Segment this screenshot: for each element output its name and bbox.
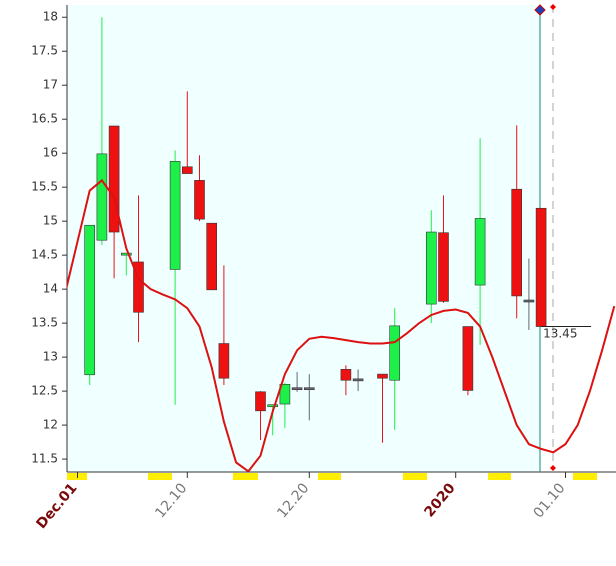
- candle-body: [84, 224, 95, 376]
- candle-body: [511, 188, 523, 297]
- candle-body: [96, 153, 108, 241]
- ma-line: [67, 178, 616, 472]
- y-tick-label: 17.5: [31, 44, 58, 58]
- y-tick-label: 13.5: [31, 316, 58, 330]
- candle-body: [218, 343, 230, 379]
- x-tick-label: 2020: [421, 480, 458, 520]
- candle-body: [108, 125, 120, 233]
- candle-body: [425, 231, 437, 305]
- candle-body: [182, 166, 193, 174]
- marker: [534, 4, 546, 16]
- candle-body: [438, 232, 449, 302]
- candle-body: [340, 369, 352, 381]
- y-tick-label: 17: [43, 78, 58, 92]
- y-tick-label: 11.5: [31, 452, 58, 466]
- x-tick-label: 01.10: [531, 480, 569, 521]
- y-tick-label: 14.5: [31, 248, 58, 262]
- y-tick-label: 15.5: [31, 180, 58, 194]
- candle-body: [133, 261, 144, 313]
- candle-body: [389, 325, 401, 381]
- x-tick-label: 12.20: [274, 480, 312, 521]
- y-tick-label: 18: [43, 10, 58, 24]
- candle-body: [474, 218, 486, 286]
- candle-body: [291, 387, 303, 391]
- candle-body: [523, 299, 535, 303]
- y-tick-label: 16: [43, 146, 58, 160]
- candle-body: [267, 404, 279, 408]
- y-tick-label: 14: [43, 282, 58, 296]
- plot-background: [67, 5, 540, 472]
- y-tick-label: 12: [43, 418, 58, 432]
- x-tick-label: Dec.01: [33, 480, 80, 532]
- candle-body: [121, 252, 132, 256]
- candle-body: [303, 387, 315, 391]
- weekend-markers: [67, 473, 597, 480]
- candle-body: [206, 222, 217, 291]
- y-tick-label: 15: [43, 214, 58, 228]
- x-tick-label: 12.10: [152, 480, 190, 521]
- candle-body: [169, 161, 181, 270]
- candle-body: [194, 180, 205, 220]
- y-tick-label: 16.5: [31, 112, 58, 126]
- annotation-label: 13.45: [543, 327, 577, 341]
- candle-body: [255, 391, 266, 412]
- candle-body: [352, 378, 364, 382]
- candle-body: [462, 326, 474, 391]
- candle-body: [279, 384, 291, 405]
- y-tick-label: 13: [43, 350, 58, 364]
- candle-body: [535, 207, 547, 327]
- y-tick-label: 12.5: [31, 384, 58, 398]
- marker: [550, 4, 556, 10]
- marker: [550, 465, 556, 471]
- candle-body: [377, 373, 388, 379]
